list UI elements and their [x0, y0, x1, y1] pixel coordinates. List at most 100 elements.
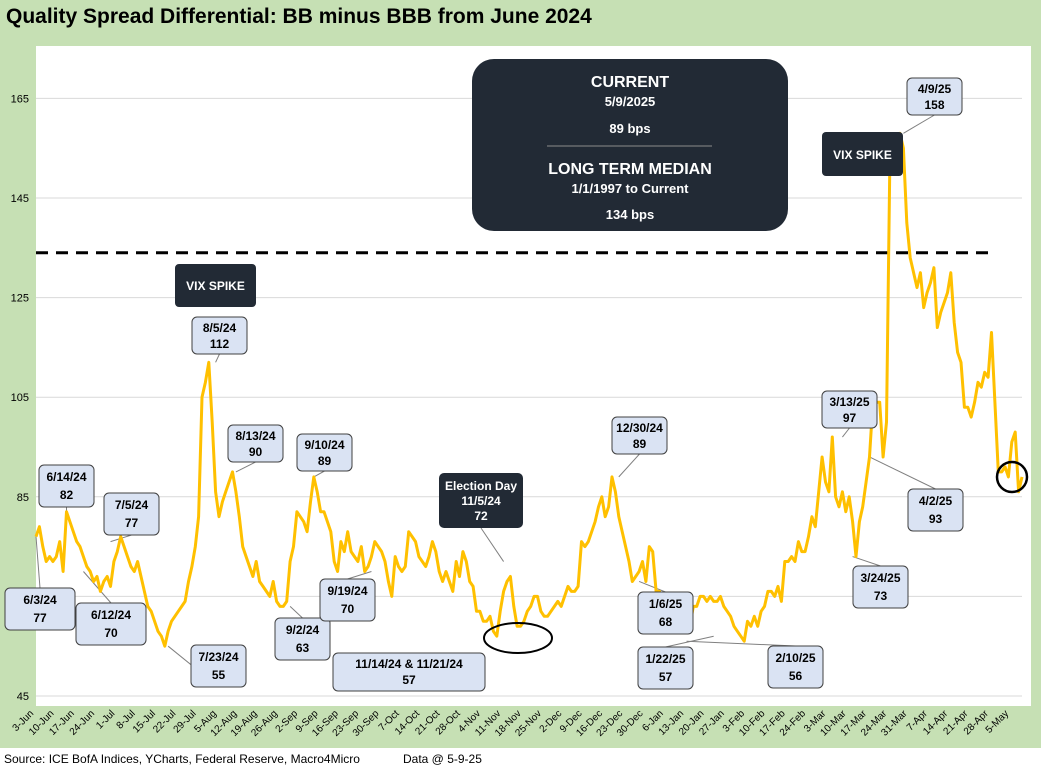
y-tick-label-165: 165	[11, 93, 29, 105]
x-tick-label-29-Jul: 29-Jul	[172, 708, 199, 735]
leader-line-4	[215, 353, 220, 363]
callout-date-5: 8/5/24	[203, 321, 237, 335]
callout-value-3: 77	[125, 516, 139, 530]
callout-date-10: 11/14/24 & 11/21/24	[355, 657, 463, 671]
callout-box-17	[907, 488, 964, 532]
callout-value-7: 63	[296, 641, 310, 655]
y-tick-label-45: 45	[17, 691, 29, 703]
y-tick-label-85: 85	[17, 492, 29, 504]
callout-value-10: 57	[402, 673, 416, 687]
callout-date-13: 1/22/25	[645, 652, 685, 666]
election-day-title: Election Day	[445, 479, 517, 493]
election-day-box	[439, 473, 523, 528]
title-bar	[0, 0, 1041, 36]
callout-date-17: 4/2/25	[919, 494, 953, 508]
callout-date-2: 6/14/24	[46, 470, 86, 484]
current-value: 89 bps	[609, 121, 650, 136]
vix-spike-box-2	[822, 132, 903, 176]
election-day-value: 72	[474, 509, 488, 523]
vix-spike-box-1	[175, 264, 256, 307]
callout-date-9: 9/19/24	[327, 584, 367, 598]
x-tick-label-5-May: 5-May	[984, 708, 1011, 735]
callout-date-4: 7/23/24	[198, 650, 238, 664]
callout-box-4	[190, 644, 247, 688]
leader-line-14	[852, 556, 881, 567]
leader-line-5	[235, 461, 256, 473]
leader-line-0	[35, 536, 41, 589]
callout-box-7	[274, 617, 331, 661]
y-tick-label-105: 105	[11, 392, 29, 404]
callout-box-3	[103, 492, 160, 536]
vix-spike-label-2: VIX SPIKE	[833, 148, 892, 162]
x-tick-label-2-Dec: 2-Dec	[538, 708, 565, 735]
election-day-date: 11/5/24	[461, 494, 501, 508]
callout-value-13: 57	[659, 670, 673, 684]
median-heading: LONG TERM MEDIAN	[548, 161, 712, 178]
current-point-circle	[995, 460, 1029, 494]
leader-line-6	[289, 605, 303, 619]
callout-box-15	[821, 390, 878, 429]
callout-date-14: 2/10/25	[775, 651, 815, 665]
callout-date-0: 6/3/24	[23, 593, 57, 607]
y-tick-label-125: 125	[11, 293, 29, 305]
y-tick-label-145: 145	[11, 193, 29, 205]
series-line-bb-minus-bbb	[34, 131, 1024, 648]
median-range: 1/1/1997 to Current	[571, 181, 689, 196]
leader-line-12	[665, 635, 714, 648]
callout-box-10	[332, 652, 486, 692]
low-point-circle	[483, 622, 553, 654]
callout-value-9: 70	[341, 602, 355, 616]
summary-box	[472, 59, 788, 231]
leader-line-13	[842, 427, 850, 438]
callout-value-0: 77	[33, 611, 47, 625]
callout-value-1: 70	[104, 626, 118, 640]
current-date: 5/9/2025	[605, 94, 656, 109]
callout-value-16: 73	[874, 589, 888, 603]
callout-box-8	[296, 433, 353, 472]
callout-date-16: 3/24/25	[860, 571, 900, 585]
source-note: Source: ICE BofA Indices, YCharts, Feder…	[4, 752, 360, 766]
callout-value-2: 82	[60, 488, 74, 502]
leader-line-17	[480, 527, 505, 562]
current-heading: CURRENT	[591, 74, 669, 91]
data-date-note: Data @ 5-9-25	[403, 752, 482, 766]
callout-value-12: 68	[659, 615, 673, 629]
callout-date-18: 4/9/25	[918, 82, 952, 96]
callout-value-8: 89	[318, 454, 332, 468]
vix-spike-label-1: VIX SPIKE	[186, 279, 245, 293]
leader-line-15	[869, 456, 936, 490]
callout-date-12: 1/6/25	[649, 597, 683, 611]
callout-date-15: 3/13/25	[829, 395, 869, 409]
callout-box-12	[637, 591, 694, 635]
callout-value-5: 112	[210, 337, 230, 351]
callout-value-15: 97	[843, 411, 857, 425]
leader-line-16	[903, 114, 935, 134]
callout-box-6	[227, 424, 284, 463]
callout-value-17: 93	[929, 512, 943, 526]
leader-line-7	[313, 470, 325, 478]
callout-box-14	[767, 645, 824, 689]
callout-date-8: 9/10/24	[304, 438, 344, 452]
callout-box-1	[75, 602, 147, 646]
callout-box-13	[637, 646, 694, 690]
leader-line-9	[686, 640, 796, 647]
callout-value-11: 89	[633, 437, 647, 451]
callout-date-11: 12/30/24	[616, 421, 663, 435]
callout-box-16	[852, 565, 909, 609]
callout-date-6: 8/13/24	[235, 429, 275, 443]
leader-line-10	[618, 453, 640, 478]
callout-value-4: 55	[212, 668, 226, 682]
callout-box-5	[191, 316, 248, 355]
leader-line-8	[347, 571, 372, 580]
callout-box-2	[38, 464, 95, 508]
callout-box-9	[319, 578, 376, 622]
callout-date-7: 9/2/24	[286, 623, 320, 637]
chart-title: Quality Spread Differential: BB minus BB…	[6, 5, 592, 28]
callout-box-18	[906, 77, 963, 116]
callout-value-18: 158	[924, 98, 944, 112]
callout-date-1: 6/12/24	[91, 608, 131, 622]
x-tick-label-1-Jul: 1-Jul	[94, 708, 117, 731]
callout-value-6: 90	[249, 445, 263, 459]
callout-date-3: 7/5/24	[115, 498, 149, 512]
